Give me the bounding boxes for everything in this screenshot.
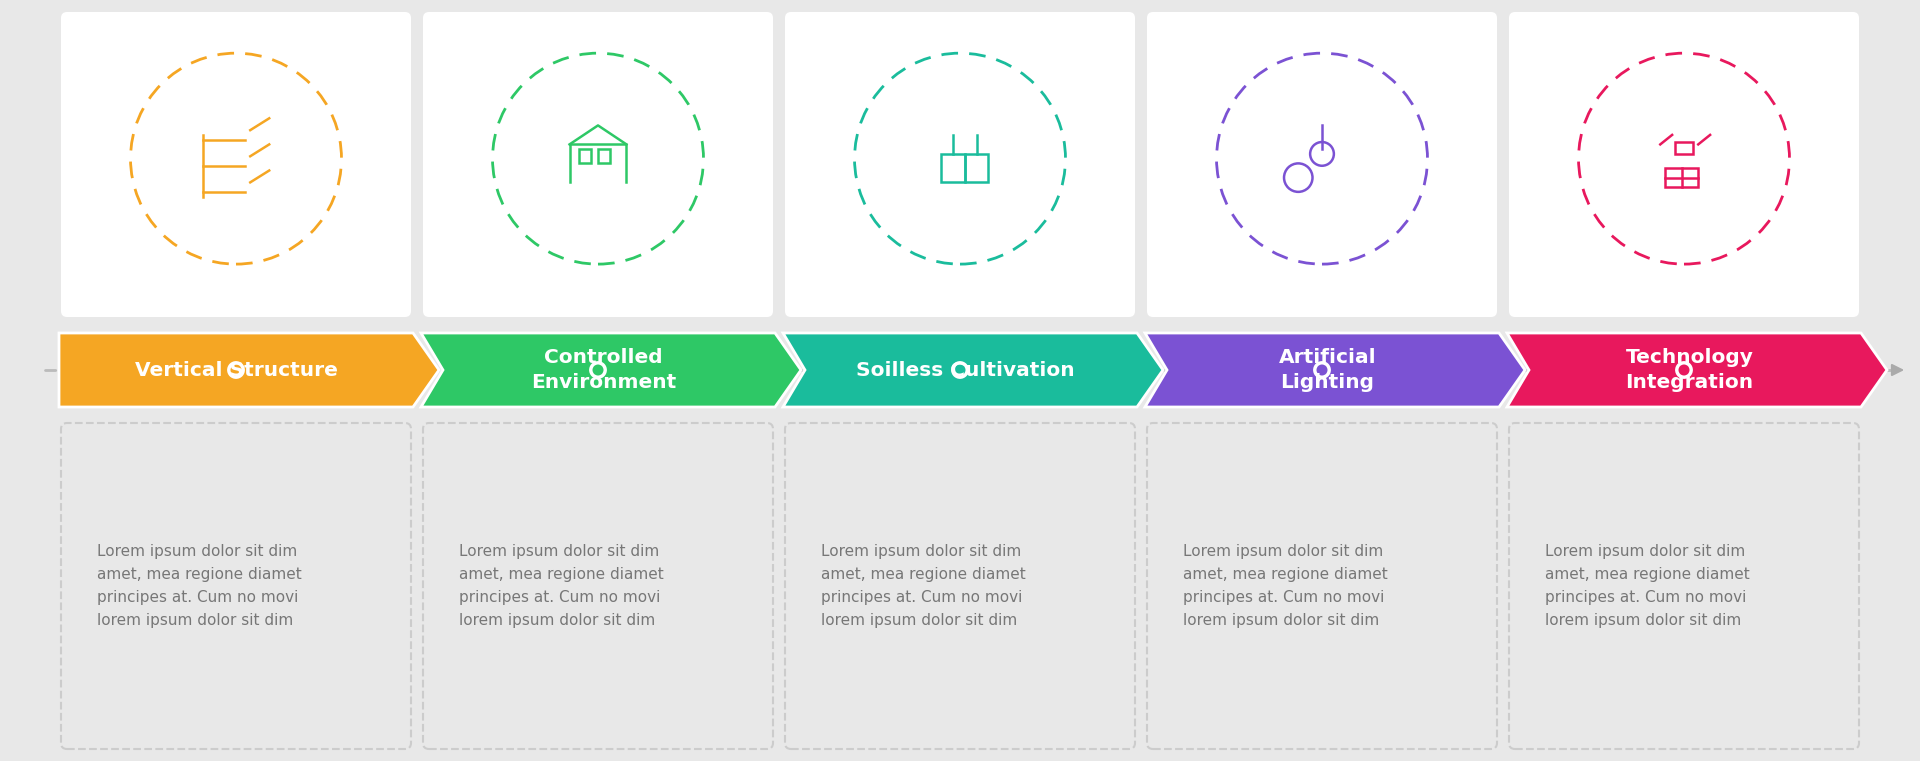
Polygon shape	[783, 333, 1164, 407]
FancyBboxPatch shape	[785, 12, 1135, 317]
Bar	[964, 154, 989, 183]
Text: Lorem ipsum dolor sit dim
amet, mea regione diamet
principes at. Cum no movi
lor: Lorem ipsum dolor sit dim amet, mea regi…	[822, 544, 1025, 628]
Text: Technology
Integration: Technology Integration	[1626, 349, 1753, 392]
FancyBboxPatch shape	[1509, 12, 1859, 317]
Circle shape	[588, 359, 609, 381]
FancyBboxPatch shape	[422, 12, 774, 317]
Circle shape	[225, 359, 248, 381]
Text: Soilless Cultivation: Soilless Cultivation	[856, 361, 1075, 380]
FancyBboxPatch shape	[1146, 423, 1498, 749]
FancyBboxPatch shape	[61, 423, 411, 749]
FancyBboxPatch shape	[61, 12, 411, 317]
Circle shape	[593, 365, 603, 375]
Circle shape	[954, 365, 966, 375]
Polygon shape	[1507, 333, 1887, 407]
Bar	[941, 154, 964, 183]
Text: Artificial
Lighting: Artificial Lighting	[1279, 349, 1377, 392]
FancyBboxPatch shape	[785, 423, 1135, 749]
Text: Controlled
Environment: Controlled Environment	[530, 349, 676, 392]
FancyBboxPatch shape	[1146, 12, 1498, 317]
FancyBboxPatch shape	[422, 423, 774, 749]
Circle shape	[948, 359, 972, 381]
Bar	[580, 149, 591, 164]
Text: Vertical Structure: Vertical Structure	[134, 361, 338, 380]
Text: Lorem ipsum dolor sit dim
amet, mea regione diamet
principes at. Cum no movi
lor: Lorem ipsum dolor sit dim amet, mea regi…	[1183, 544, 1388, 628]
FancyBboxPatch shape	[1509, 423, 1859, 749]
Circle shape	[1672, 359, 1695, 381]
Circle shape	[1317, 365, 1327, 375]
Text: Lorem ipsum dolor sit dim
amet, mea regione diamet
principes at. Cum no movi
lor: Lorem ipsum dolor sit dim amet, mea regi…	[459, 544, 664, 628]
Bar	[1665, 168, 1697, 187]
Circle shape	[1678, 365, 1690, 375]
Polygon shape	[1144, 333, 1524, 407]
Text: Lorem ipsum dolor sit dim
amet, mea regione diamet
principes at. Cum no movi
lor: Lorem ipsum dolor sit dim amet, mea regi…	[98, 544, 301, 628]
Bar	[1674, 142, 1693, 154]
Bar	[597, 149, 611, 164]
Circle shape	[230, 365, 242, 375]
Text: Lorem ipsum dolor sit dim
amet, mea regione diamet
principes at. Cum no movi
lor: Lorem ipsum dolor sit dim amet, mea regi…	[1546, 544, 1749, 628]
Polygon shape	[60, 333, 440, 407]
Polygon shape	[420, 333, 801, 407]
Circle shape	[1311, 359, 1332, 381]
